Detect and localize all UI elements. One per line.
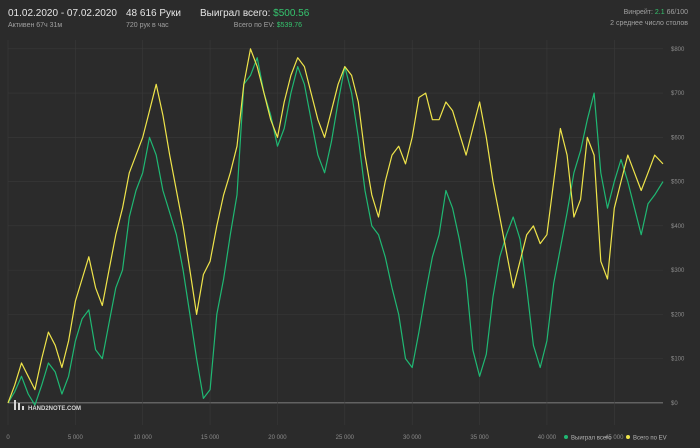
- y-tick-label: $200: [671, 312, 685, 318]
- chart-legend: Выиграл всего Всего по EV: [564, 435, 667, 442]
- winrate-value: 2.1: [654, 9, 665, 16]
- legend-label: Выиграл всего: [571, 436, 612, 442]
- hands-count: 48 616 Руки: [126, 8, 181, 19]
- winrate-suffix: 66/100: [666, 9, 688, 16]
- hands-block: 48 616 Руки 720 рук в час: [126, 7, 181, 31]
- x-tick-label: 25 000: [336, 435, 355, 441]
- winrate-block: Винрейт: 2.1 66/100 2 среднее число стол…: [610, 7, 688, 29]
- hands-per-hour: 720 рук в час: [126, 22, 169, 29]
- y-tick-label: $600: [671, 135, 685, 141]
- x-tick-label: 5 000: [68, 435, 84, 441]
- x-axis-ticks: 0 5 000 10 000 15 000 20 000 25 000 30 000 35 0…: [6, 435, 624, 441]
- legend-label: Всего по EV: [633, 436, 667, 442]
- y-tick-label: $700: [671, 91, 685, 97]
- winrate: Винрейт: 2.1 66/100: [610, 7, 688, 18]
- won-total: Выиграл всего: $500.56: [200, 7, 309, 20]
- logo-icon: [18, 403, 20, 410]
- y-tick-label: $500: [671, 180, 685, 186]
- active-time: Активен 67ч 31м: [8, 22, 63, 29]
- logo-icon: [22, 406, 24, 410]
- x-tick-label: 35 000: [470, 435, 489, 441]
- ev-label: Всего по EV:: [233, 22, 275, 29]
- ev-value: $539.76: [276, 22, 302, 29]
- date-range[interactable]: 01.02.2020 - 07.02.2020: [8, 8, 117, 19]
- x-tick-label: 40 000: [538, 435, 557, 441]
- y-tick-label: $400: [671, 224, 685, 230]
- won-total-line: [7, 57, 664, 406]
- avg-tables: 2 среднее число столов: [610, 20, 688, 27]
- hand2note-logo: HAND2NOTE.COM: [14, 400, 81, 412]
- y-tick-label: $800: [671, 47, 685, 53]
- series-lines: [7, 48, 664, 406]
- x-tick-label: 20 000: [268, 435, 287, 441]
- y-tick-label: $100: [671, 357, 685, 363]
- chart-grid: [7, 40, 663, 425]
- legend-swatch: [564, 435, 568, 439]
- logo-icon: [14, 400, 16, 410]
- legend-swatch: [626, 435, 630, 439]
- won-value: $500.56: [273, 8, 310, 19]
- x-tick-label: 45 000: [605, 435, 624, 441]
- date-block: 01.02.2020 - 07.02.2020 Активен 67ч 31м: [8, 7, 117, 31]
- x-tick-label: 10 000: [134, 435, 153, 441]
- x-tick-label: 0: [6, 435, 10, 441]
- x-tick-label: 15 000: [201, 435, 220, 441]
- ev-total: Всего по EV: $539.76: [200, 20, 302, 31]
- won-label: Выиграл всего:: [200, 8, 271, 19]
- winnings-block: Выиграл всего: $500.56 Всего по EV: $539…: [200, 7, 309, 31]
- y-tick-label: $300: [671, 268, 685, 274]
- y-tick-label: $0: [671, 401, 678, 407]
- winrate-label: Винрейт:: [623, 9, 653, 16]
- y-axis-ticks: $0 $100 $200 $300 $400 $500 $600 $700 $800: [671, 47, 685, 407]
- stats-header: 01.02.2020 - 07.02.2020 Активен 67ч 31м …: [8, 7, 688, 37]
- ev-total-line: [7, 48, 664, 404]
- logo-text: HAND2NOTE.COM: [28, 406, 81, 412]
- x-tick-label: 30 000: [403, 435, 422, 441]
